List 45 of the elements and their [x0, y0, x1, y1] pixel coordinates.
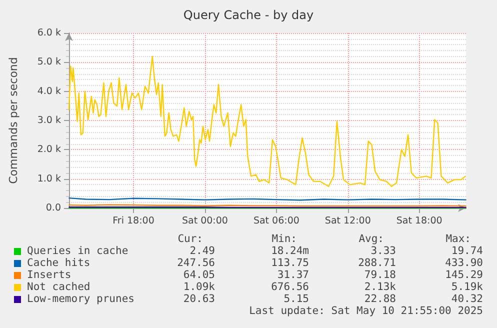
legend-label: Queries in cache	[27, 245, 128, 257]
text: Last update: Sat May 10 21:55:00 2025	[249, 305, 483, 317]
y-tick-label: 2.0 k	[37, 144, 62, 156]
x-tick-label: Fri 18:00	[112, 216, 154, 226]
text: 113.75	[271, 257, 309, 269]
y-tick-label: 4.0 k	[37, 86, 62, 97]
y-tick-label: 6.0 k	[37, 28, 62, 38]
text: 433.90	[445, 257, 483, 269]
text: 18.24m	[271, 245, 309, 257]
y-tick-label: 5.0 k	[37, 56, 62, 68]
text: 19.74	[451, 245, 483, 257]
text: Avg:	[358, 233, 384, 245]
text: 5.15	[284, 293, 309, 305]
legend-label: Cache hits	[27, 257, 90, 269]
chart-title: Query Cache - by day	[183, 8, 314, 22]
text: 40.32	[451, 293, 483, 305]
text: Min:	[272, 233, 297, 245]
legend-label: Inserts	[27, 269, 72, 281]
x-tick-label: Sat 18:00	[396, 216, 442, 226]
text: 31.37	[277, 269, 309, 281]
legend-label: Not cached	[27, 281, 90, 293]
text: 145.29	[445, 269, 483, 281]
text: 20.63	[183, 293, 215, 305]
text: 288.71	[358, 257, 396, 269]
legend-label: Low-memory prunes	[27, 293, 134, 305]
text: 22.88	[364, 293, 396, 305]
text: 676.56	[271, 281, 309, 293]
text: 79.18	[364, 269, 396, 281]
text: 5.19k	[451, 281, 483, 293]
y-tick-label: 0.0	[46, 202, 61, 214]
text: 1.09k	[183, 281, 215, 293]
text: Cur:	[178, 233, 203, 245]
text: 64.05	[183, 269, 215, 281]
y-tick-label: 1.0 k	[37, 173, 62, 184]
y-axis-title: Commands per second	[7, 57, 20, 184]
text: 2.13k	[364, 281, 396, 293]
y-tick-label: 3.0 k	[37, 115, 62, 126]
text: 2.49	[190, 245, 215, 257]
x-tick-label: Sat 00:00	[182, 216, 228, 226]
x-tick-label: Sat 06:00	[253, 216, 300, 226]
text: 247.56	[177, 257, 215, 269]
line-series	[68, 56, 466, 188]
text: 3.33	[370, 245, 396, 257]
x-tick-label: Sat 12:00	[324, 216, 371, 226]
text: Max:	[446, 233, 471, 245]
